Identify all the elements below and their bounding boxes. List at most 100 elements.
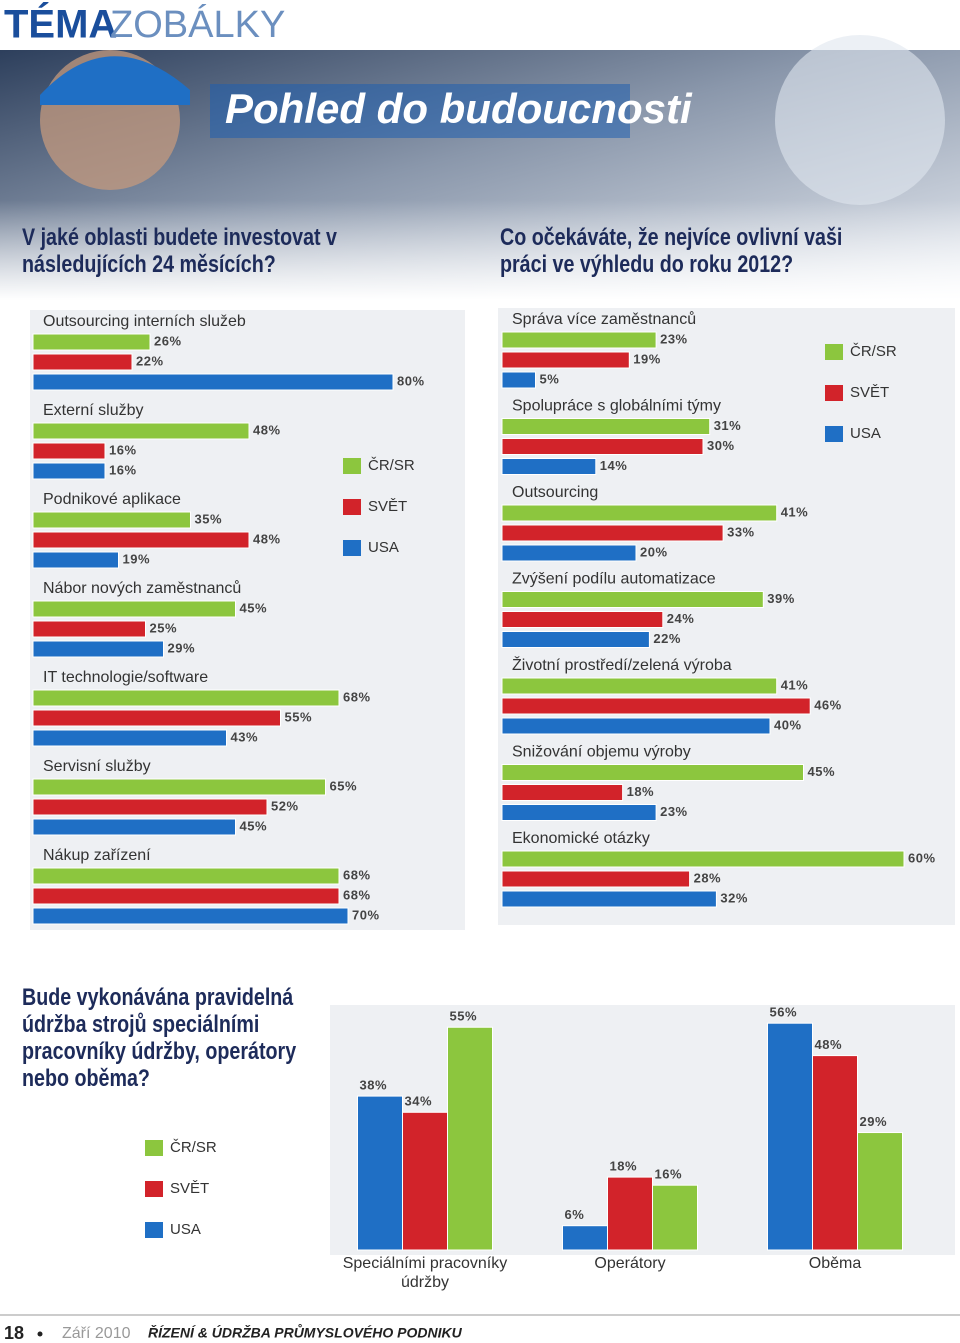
category-label: Outsourcing: [512, 484, 598, 501]
bar: [501, 870, 691, 888]
photo-fade: [0, 200, 960, 300]
value-label: 23%: [660, 331, 688, 346]
bar: [562, 1225, 608, 1251]
value-label: 16%: [109, 442, 137, 457]
value-label: 18%: [610, 1159, 638, 1174]
bar: [501, 717, 771, 735]
legend-label: ČR/SR: [170, 1139, 217, 1156]
value-label: 41%: [781, 677, 809, 692]
value-label: 30%: [707, 438, 735, 453]
value-label: 22%: [653, 631, 681, 646]
bar: [32, 867, 340, 885]
category-label: Oběma: [808, 1255, 862, 1272]
value-label: 55%: [450, 1009, 478, 1024]
value-label: 38%: [360, 1078, 388, 1093]
value-label: 48%: [253, 422, 281, 437]
bar: [501, 544, 637, 562]
bar: [857, 1132, 903, 1251]
legend-label: ČR/SR: [850, 343, 897, 360]
bar: [32, 709, 281, 727]
value-label: 43%: [231, 729, 259, 744]
category-label: Životní prostředí/zelená výroba: [512, 655, 732, 674]
footer-magazine: ŘÍZENÍ & ÚDRŽBA PRŮMYSLOVÉHO PODNIKU: [148, 1323, 463, 1341]
bar: [32, 333, 151, 351]
value-label: 65%: [330, 778, 358, 793]
value-label: 35%: [195, 511, 223, 526]
value-label: 40%: [774, 717, 802, 732]
bar: [32, 531, 250, 549]
category-label: Speciálními pracovníky údržby: [342, 1255, 508, 1291]
value-label: 19%: [123, 551, 151, 566]
value-label: 18%: [627, 784, 655, 799]
bar: [812, 1055, 858, 1251]
value-label: 26%: [154, 333, 182, 348]
bar: [32, 798, 268, 816]
bar: [501, 524, 724, 542]
bar: [501, 351, 630, 369]
legend-swatch: [343, 540, 361, 556]
legend-swatch: [343, 458, 361, 474]
bar: [32, 887, 340, 905]
bar: [501, 418, 711, 435]
question: V jaké oblasti budete investovat v násle…: [22, 224, 337, 278]
value-label: 16%: [109, 462, 137, 477]
legend-swatch: [343, 499, 361, 515]
bar: [501, 677, 778, 695]
legend-swatch: [145, 1140, 163, 1156]
bar: [767, 1022, 813, 1251]
category-label: Zvýšení podílu automatizace: [512, 571, 716, 588]
legend-label: USA: [850, 425, 881, 442]
footer-bullet: [37, 1331, 43, 1337]
bar: [32, 373, 394, 391]
category-label: Správa více zaměstnanců: [512, 310, 696, 328]
value-label: 34%: [405, 1094, 433, 1109]
value-label: 23%: [660, 804, 688, 819]
value-label: 5%: [540, 371, 560, 386]
value-label: 45%: [808, 764, 836, 779]
value-label: 45%: [240, 600, 268, 615]
value-label: 28%: [694, 870, 722, 885]
bar: [32, 600, 236, 618]
bar: [501, 631, 650, 648]
bar: [501, 591, 764, 608]
photo-helmet: [40, 56, 190, 105]
category-label: Snižování objemu výroby: [512, 744, 691, 761]
value-label: 6%: [565, 1207, 585, 1222]
value-label: 70%: [352, 907, 380, 922]
bar: [501, 697, 811, 715]
bar: [357, 1095, 403, 1251]
bar: [501, 804, 657, 821]
value-label: 19%: [633, 351, 661, 366]
value-label: 45%: [240, 818, 268, 833]
bar: [607, 1176, 653, 1251]
bar: [32, 442, 106, 460]
bar: [32, 907, 349, 925]
value-label: 29%: [860, 1114, 888, 1129]
category-label: Externí služby: [43, 402, 143, 419]
photo-globe: [775, 35, 945, 205]
value-label: 22%: [136, 353, 164, 368]
category-label: Outsourcing interních služeb: [43, 313, 246, 330]
value-label: 80%: [397, 373, 425, 388]
legend-label: USA: [170, 1221, 201, 1238]
bar: [501, 611, 664, 628]
value-label: 46%: [814, 697, 842, 712]
bar: [32, 689, 340, 707]
category-label: Nábor nových zaměstnanců: [43, 579, 241, 597]
banner-band: [210, 84, 630, 138]
bar: [32, 778, 326, 796]
bar: [32, 818, 236, 836]
question: Co očekáváte, že nejvíce ovlivní vaši pr…: [500, 224, 843, 278]
bar: [501, 438, 704, 455]
bar: [32, 620, 146, 638]
legend-swatch: [145, 1222, 163, 1238]
category-label: IT technologie/software: [43, 669, 208, 686]
legend-swatch: [825, 426, 843, 442]
section-label: TÉMA: [4, 2, 117, 47]
value-label: 32%: [720, 890, 748, 905]
value-label: 60%: [908, 850, 936, 865]
legend-label: SVĚT: [368, 498, 407, 515]
bar: [32, 551, 119, 569]
